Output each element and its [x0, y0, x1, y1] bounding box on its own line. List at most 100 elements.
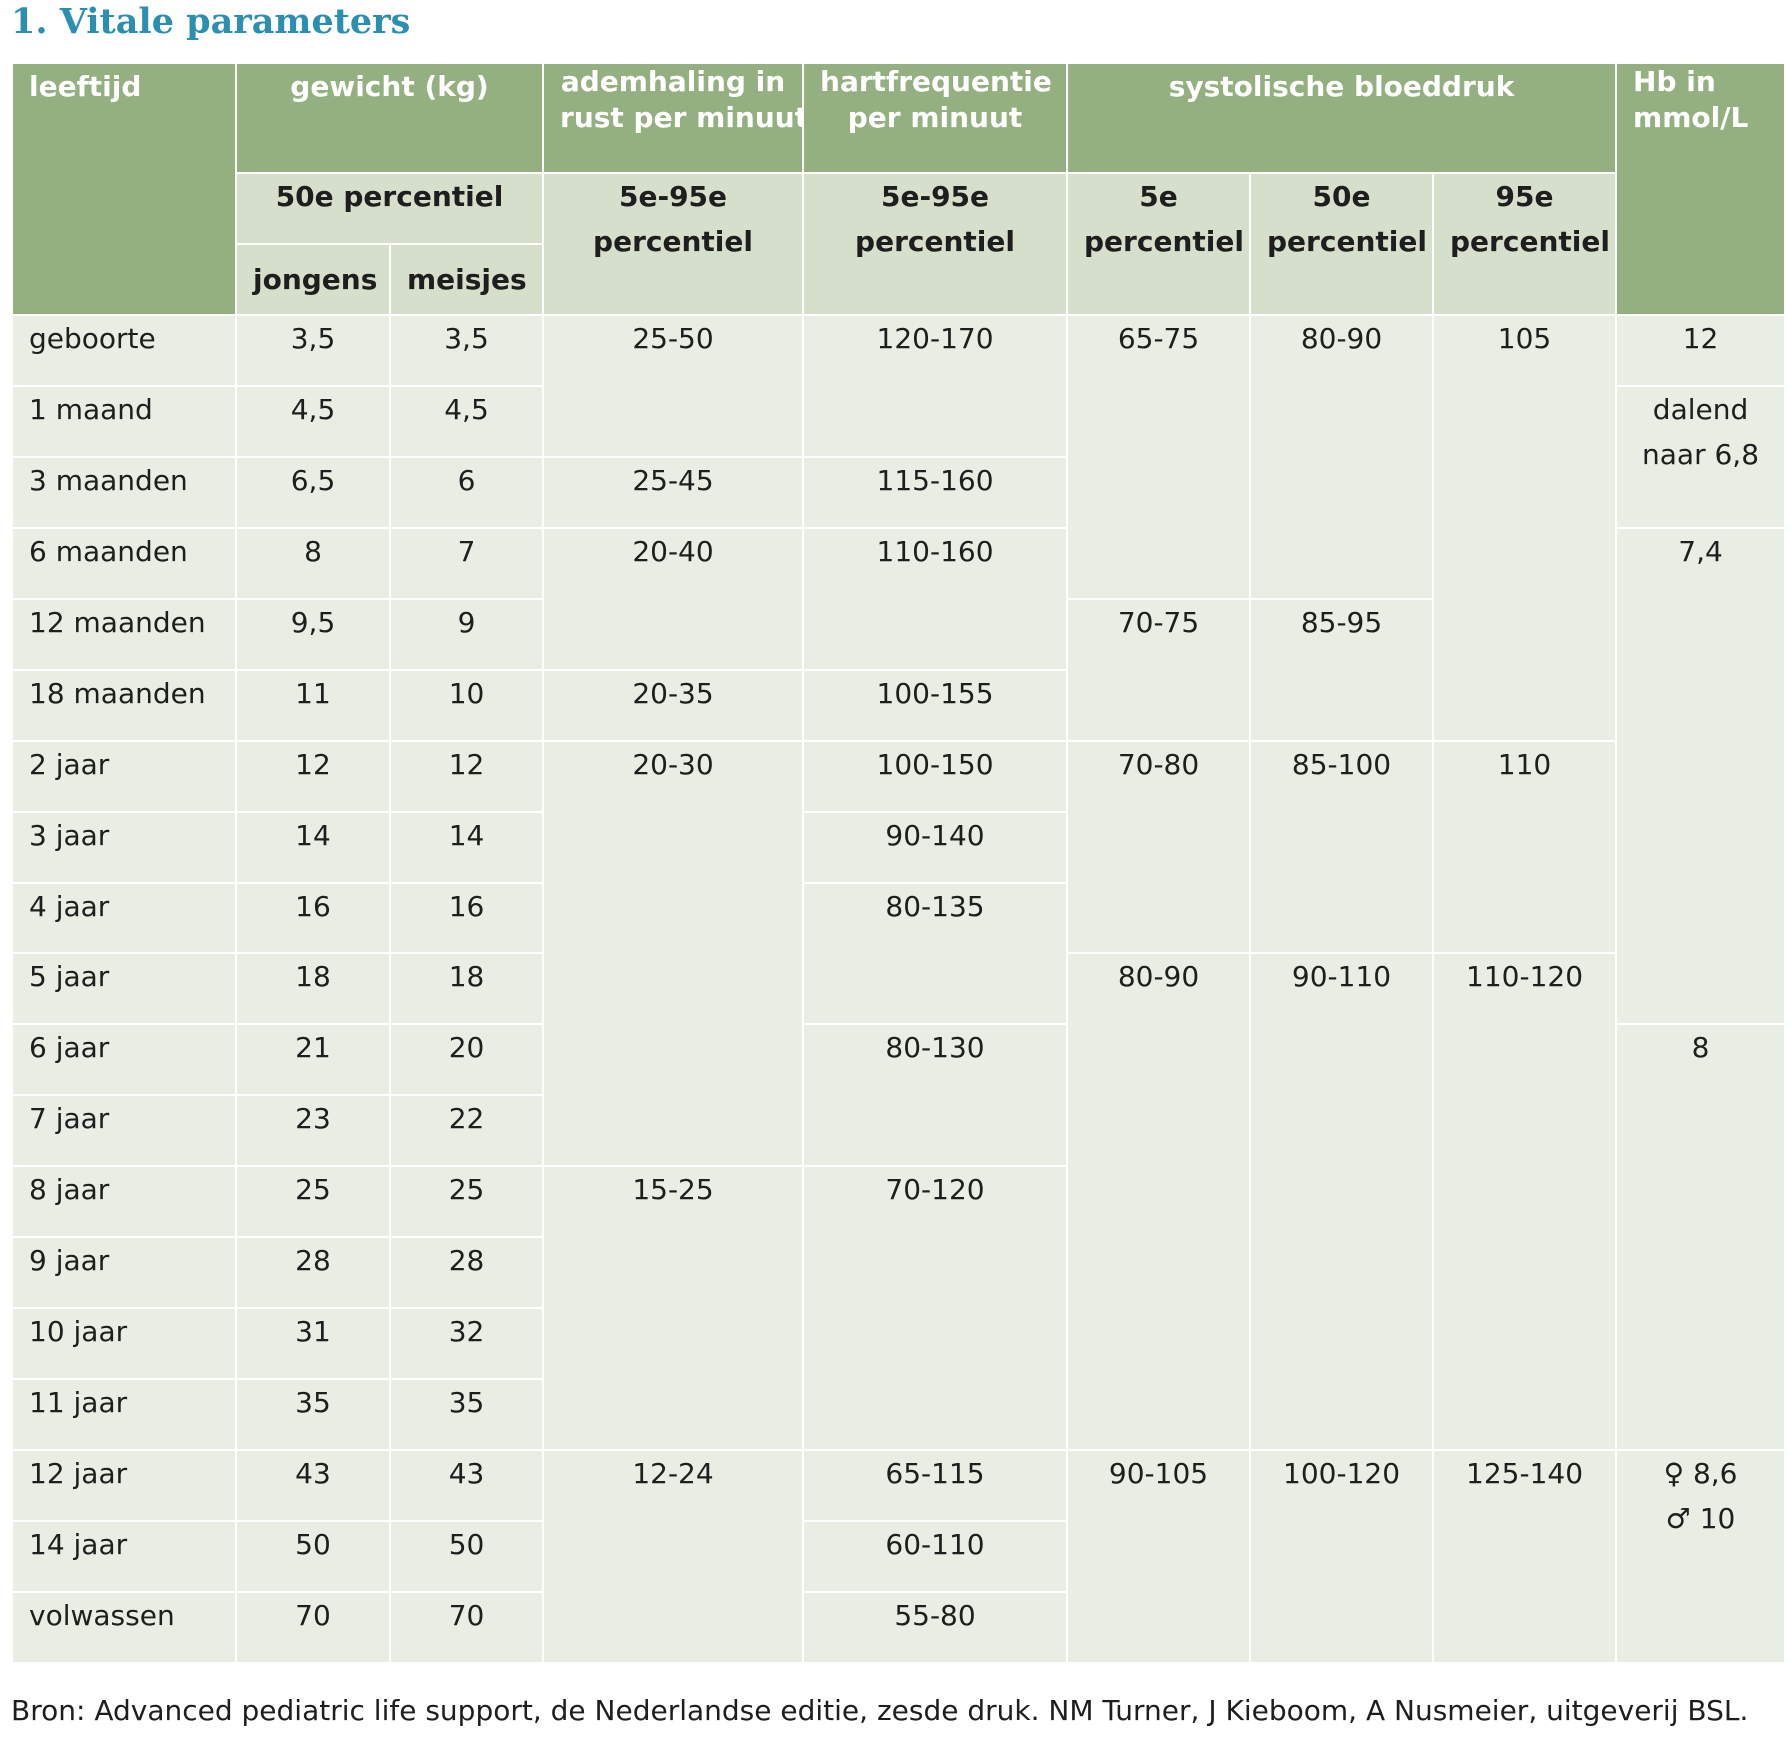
hb-cell: dalend naar 6,8: [1615, 384, 1787, 529]
weight-boys-cell: 6,5: [235, 455, 391, 529]
heart-rate-cell: 55-80: [802, 1590, 1069, 1665]
table-row: 12 jaar 43 43 12-24 65-115 90-105 100-12…: [11, 1449, 1787, 1664]
table-row: 18 maanden 11 10 20-35 100-155: [11, 668, 1785, 742]
weight-boys-cell: 3,5: [235, 314, 391, 387]
weight-boys-cell: 23: [235, 1094, 391, 1168]
age-cell: 12 maanden: [11, 597, 237, 671]
bp-p95-cell: 110-120: [1432, 952, 1618, 1451]
age-cell: 1 maand: [11, 384, 237, 458]
weight-boys-cell: 11: [235, 668, 391, 742]
weight-boys-cell: 70: [235, 1590, 391, 1665]
header-boys: jongens: [235, 243, 391, 316]
header-bp-p95: 95e percentiel: [1432, 172, 1618, 316]
heart-rate-cell: 110-160: [802, 526, 1069, 671]
header-systolic-bp: systolische bloeddruk: [1066, 62, 1618, 174]
table-row: 8 jaar 25 25 15-25 70-120: [11, 1165, 1785, 1451]
hb-cell: 8: [1615, 1023, 1787, 1451]
weight-boys-cell: 9,5: [235, 597, 391, 671]
age-cell: 7 jaar: [11, 1094, 237, 1168]
heart-rate-cell: 65-115: [802, 1449, 1069, 1522]
breathing-cell: 25-45: [542, 455, 805, 529]
age-cell: 9 jaar: [11, 1236, 237, 1310]
header-heart-percentile: 5e-95e percentiel: [802, 172, 1069, 316]
weight-girls-cell: 16: [388, 881, 545, 955]
table-row: 4 jaar 16 16 80-135: [11, 881, 1785, 1026]
age-cell: 10 jaar: [11, 1307, 237, 1381]
page-title: 1. Vitale parameters: [11, 1, 411, 42]
header-heart-rate: hartfrequentie per minuut: [802, 62, 1069, 174]
weight-girls-cell: 7: [388, 526, 545, 600]
bp-p95-cell: 125-140: [1432, 1449, 1618, 1664]
age-cell: 5 jaar: [11, 952, 237, 1026]
age-cell: 14 jaar: [11, 1519, 237, 1593]
table-row: 10 jaar 31 32: [11, 1307, 1785, 1381]
heart-rate-cell: 80-130: [802, 1023, 1069, 1168]
heart-rate-cell: 120-170: [802, 314, 1069, 458]
weight-girls-cell: 35: [388, 1378, 545, 1451]
bp-p5-cell: 70-80: [1066, 739, 1252, 955]
weight-girls-cell: 20: [388, 1023, 545, 1097]
bp-p5-cell: 90-105: [1066, 1449, 1252, 1664]
weight-girls-cell: 12: [388, 739, 545, 813]
heart-rate-cell: 115-160: [802, 455, 1069, 529]
table-row: 6 jaar 21 20 80-130 8: [11, 1023, 1787, 1451]
age-cell: 12 jaar: [11, 1449, 237, 1522]
weight-girls-cell: 25: [388, 1165, 545, 1239]
age-cell: volwassen: [11, 1590, 237, 1665]
bp-p5-cell: 70-75: [1066, 597, 1252, 742]
age-cell: 4 jaar: [11, 881, 237, 955]
table-row: 3 maanden 6,5 6 25-45 115-160: [11, 455, 1785, 529]
bp-p50-cell: 85-95: [1249, 597, 1435, 742]
weight-girls-cell: 22: [388, 1094, 545, 1168]
header-row-main: leeftijd gewicht (kg) ademhaling in rust …: [11, 62, 1787, 316]
header-weight: gewicht (kg): [234, 62, 545, 174]
bp-p50-cell: 90-110: [1249, 952, 1435, 1451]
weight-boys-cell: 50: [235, 1519, 391, 1593]
age-cell: 2 jaar: [11, 739, 237, 813]
header-bp-p5: 5e percentiel: [1066, 172, 1252, 316]
breathing-cell: 20-40: [542, 526, 805, 671]
heart-rate-cell: 80-135: [802, 881, 1069, 1026]
age-cell: geboorte: [11, 314, 237, 387]
header-bp-p50: 50e percentiel: [1249, 172, 1435, 316]
weight-girls-cell: 4,5: [388, 384, 545, 458]
heart-rate-cell: 100-155: [802, 668, 1069, 742]
table-row: 11 jaar 35 35: [11, 1378, 1785, 1451]
weight-girls-cell: 32: [388, 1307, 545, 1381]
hb-cell: ♀ 8,6 ♂ 10: [1615, 1449, 1787, 1664]
table-row: geboorte 3,5 3,5 25-50 120-170 65-75 80-…: [11, 314, 1787, 742]
table-row: 5 jaar 18 18 80-90 90-110 110-120: [11, 952, 1785, 1451]
weight-boys-cell: 8: [235, 526, 391, 600]
age-cell: 6 maanden: [11, 526, 237, 600]
weight-girls-cell: 14: [388, 810, 545, 884]
hb-cell: 7,4: [1615, 526, 1787, 1026]
heart-rate-cell: 60-110: [802, 1519, 1069, 1593]
header-weight-percentile: 50e percentiel: [234, 172, 545, 245]
heart-rate-cell: 70-120: [802, 1165, 1069, 1451]
table-row: 1 maand 4,5 4,5 dalend naar 6,8: [11, 384, 1787, 529]
weight-boys-cell: 21: [235, 1023, 391, 1097]
weight-boys-cell: 12: [235, 739, 391, 813]
weight-boys-cell: 14: [235, 810, 391, 884]
weight-boys-cell: 18: [235, 952, 391, 1026]
age-cell: 18 maanden: [11, 668, 237, 742]
bp-p50-cell: 85-100: [1249, 739, 1435, 955]
table-row: volwassen 70 70 55-80: [11, 1590, 1785, 1665]
header-age: leeftijd: [11, 62, 237, 316]
weight-boys-cell: 25: [235, 1165, 391, 1239]
weight-boys-cell: 31: [235, 1307, 391, 1381]
breathing-cell: 20-35: [542, 668, 805, 742]
heart-rate-cell: 90-140: [802, 810, 1069, 884]
table-row: 7 jaar 23 22: [11, 1094, 1785, 1168]
age-cell: 11 jaar: [11, 1378, 237, 1451]
weight-girls-cell: 28: [388, 1236, 545, 1310]
table-row: 12 maanden 9,5 9 70-75 85-95: [11, 597, 1785, 742]
age-cell: 3 maanden: [11, 455, 237, 529]
age-cell: 3 jaar: [11, 810, 237, 884]
header-row-gender: jongens meisjes: [12, 243, 1785, 316]
header-hb: Hb in mmol/L: [1615, 62, 1787, 316]
weight-girls-cell: 10: [388, 668, 545, 742]
weight-girls-cell: 70: [388, 1590, 545, 1665]
weight-girls-cell: 9: [388, 597, 545, 671]
vital-parameters-table: leeftijd gewicht (kg) ademhaling in rust …: [11, 62, 1787, 1665]
